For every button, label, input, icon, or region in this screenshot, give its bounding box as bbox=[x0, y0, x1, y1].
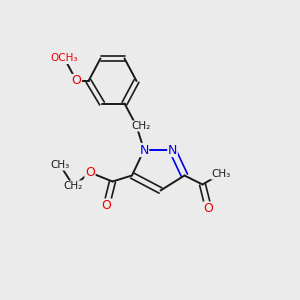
Text: CH₃: CH₃ bbox=[50, 160, 70, 170]
Text: O: O bbox=[85, 166, 95, 179]
Text: OCH₃: OCH₃ bbox=[51, 53, 78, 64]
Text: CH₃: CH₃ bbox=[211, 169, 230, 179]
Text: CH₂: CH₂ bbox=[131, 121, 151, 131]
Text: N: N bbox=[139, 143, 149, 157]
Text: N: N bbox=[168, 143, 177, 157]
Text: O: O bbox=[102, 199, 111, 212]
Text: O: O bbox=[204, 202, 213, 215]
Text: CH₂: CH₂ bbox=[64, 181, 83, 191]
Text: O: O bbox=[72, 74, 81, 88]
